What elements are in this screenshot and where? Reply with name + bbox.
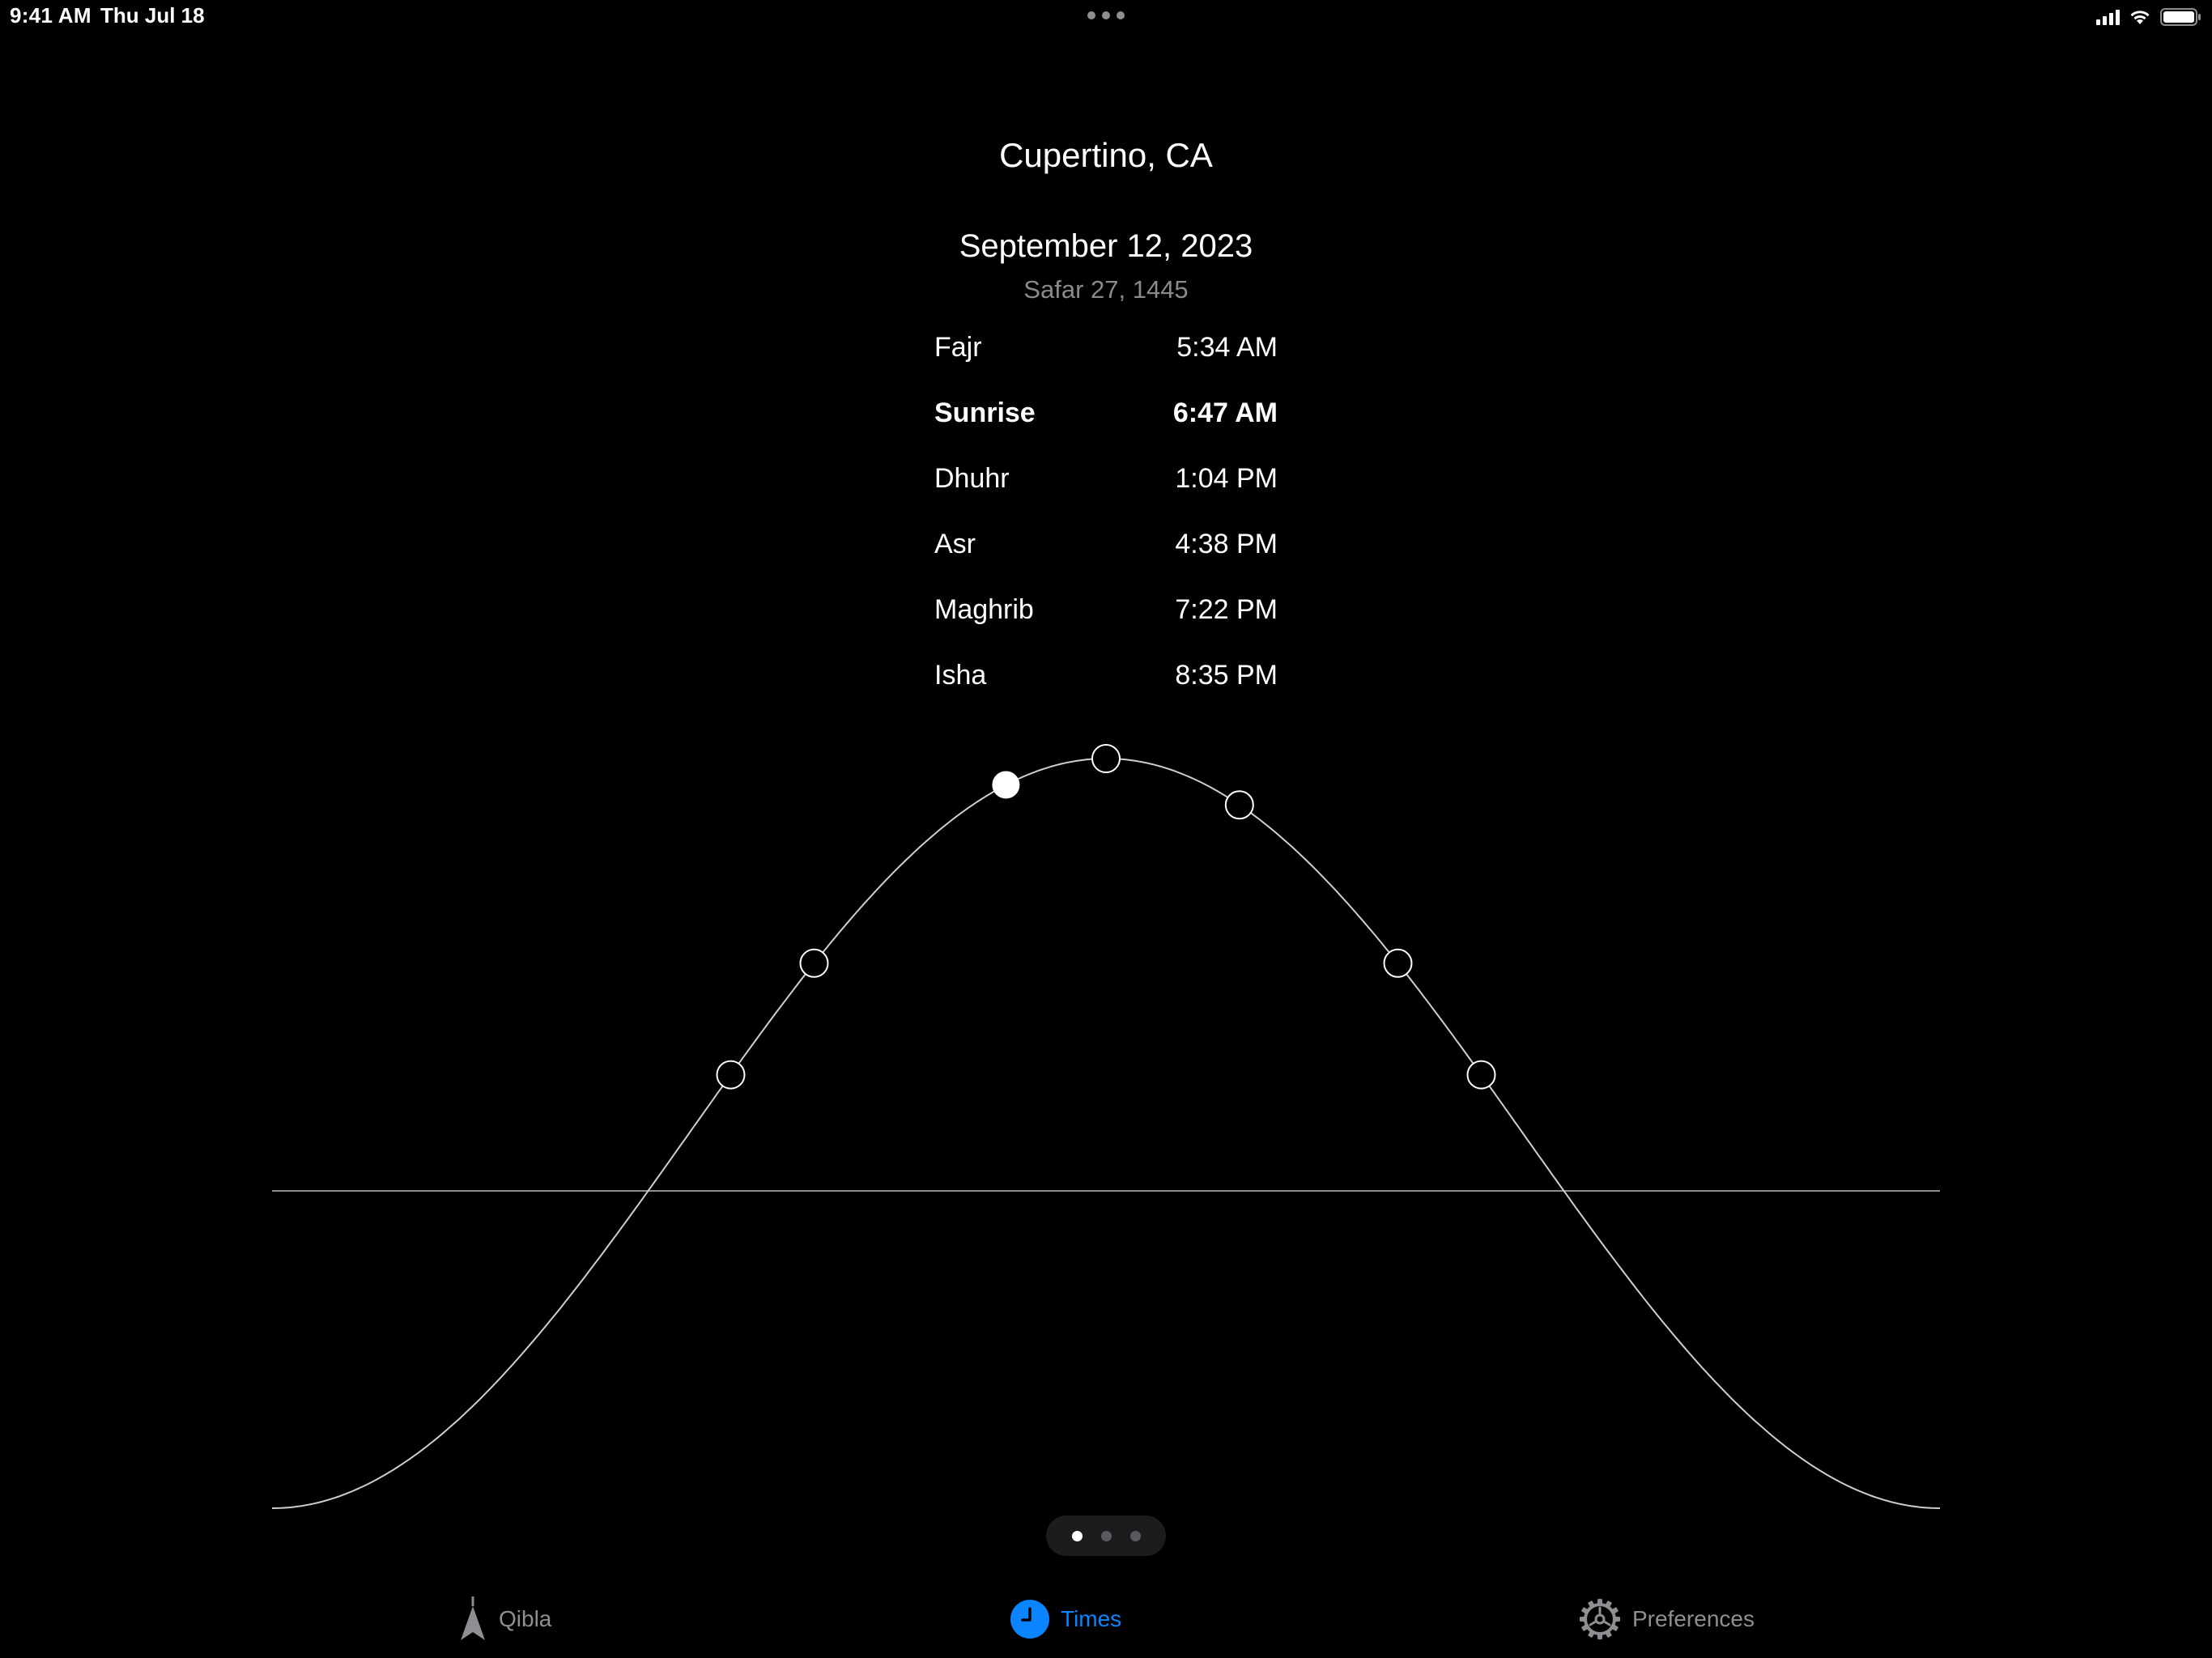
tab-qibla[interactable]: Qibla: [458, 1596, 551, 1642]
multitask-dot: [1102, 11, 1110, 19]
multitask-dot: [1117, 11, 1125, 19]
prayer-time: 4:38 PM: [1175, 529, 1278, 559]
status-date: Thu Jul 18: [100, 3, 205, 28]
prayer-time: 1:04 PM: [1175, 463, 1278, 494]
prayer-row-dhuhr: Dhuhr 1:04 PM: [934, 458, 1278, 524]
wifi-icon: [2130, 11, 2150, 24]
sun-marker-maghrib: [1383, 948, 1413, 978]
status-time: 9:41 AM: [10, 3, 91, 28]
sun-marker-now: [992, 771, 1020, 799]
qibla-arrow-icon: [461, 1596, 485, 1640]
page-dot[interactable]: [1101, 1531, 1112, 1541]
sun-marker-fajr: [716, 1060, 746, 1090]
prayer-time: 7:22 PM: [1175, 594, 1278, 625]
prayer-time: 8:35 PM: [1175, 660, 1278, 691]
signal-icon: [2096, 9, 2120, 25]
prayer-row-fajr: Fajr 5:34 AM: [934, 327, 1278, 393]
prayer-name: Fajr: [934, 332, 982, 363]
prayer-row-maghrib: Maghrib 7:22 PM: [934, 589, 1278, 655]
hijri-date: Safar 27, 1445: [1023, 275, 1189, 304]
tab-times[interactable]: Times: [1010, 1596, 1121, 1642]
battery-icon: [2160, 8, 2201, 26]
gregorian-date: September 12, 2023: [959, 228, 1253, 264]
prayer-row-isha: Isha 8:35 PM: [934, 655, 1278, 721]
clock-icon: [1010, 1600, 1049, 1639]
status-icons: [2096, 6, 2202, 28]
prayer-time: 5:34 AM: [1176, 332, 1278, 363]
prayer-name: Asr: [934, 529, 976, 559]
prayer-times-list: Fajr 5:34 AM Sunrise 6:47 AM Dhuhr 1:04 …: [934, 327, 1278, 721]
gear-icon: [1580, 1599, 1620, 1639]
prayer-name: Maghrib: [934, 594, 1034, 625]
sun-path-curve: [271, 757, 1941, 1509]
tab-label: Preferences: [1632, 1606, 1755, 1631]
sun-marker-dhuhr: [1091, 744, 1121, 773]
prayer-name: Dhuhr: [934, 463, 1010, 494]
prayer-name: Sunrise: [934, 397, 1036, 428]
sun-marker-asr: [1224, 790, 1254, 820]
prayer-row-sunrise: Sunrise 6:47 AM: [934, 393, 1278, 458]
prayer-time: 6:47 AM: [1172, 397, 1278, 428]
sun-marker-isha: [1466, 1060, 1496, 1090]
multitask-dot: [1087, 11, 1095, 19]
sun-marker-sunrise: [799, 948, 829, 978]
prayer-name: Isha: [934, 660, 987, 691]
page-dot[interactable]: [1130, 1531, 1141, 1541]
page-dot[interactable]: [1072, 1531, 1083, 1541]
page-indicator[interactable]: [1046, 1516, 1166, 1556]
tab-preferences[interactable]: Preferences: [1579, 1596, 1755, 1642]
location-title[interactable]: Cupertino, CA: [999, 136, 1213, 174]
prayer-row-asr: Asr 4:38 PM: [934, 524, 1278, 589]
multitasking-indicator[interactable]: [1087, 11, 1125, 21]
tab-label: Qibla: [499, 1606, 552, 1631]
tab-label: Times: [1061, 1606, 1122, 1631]
